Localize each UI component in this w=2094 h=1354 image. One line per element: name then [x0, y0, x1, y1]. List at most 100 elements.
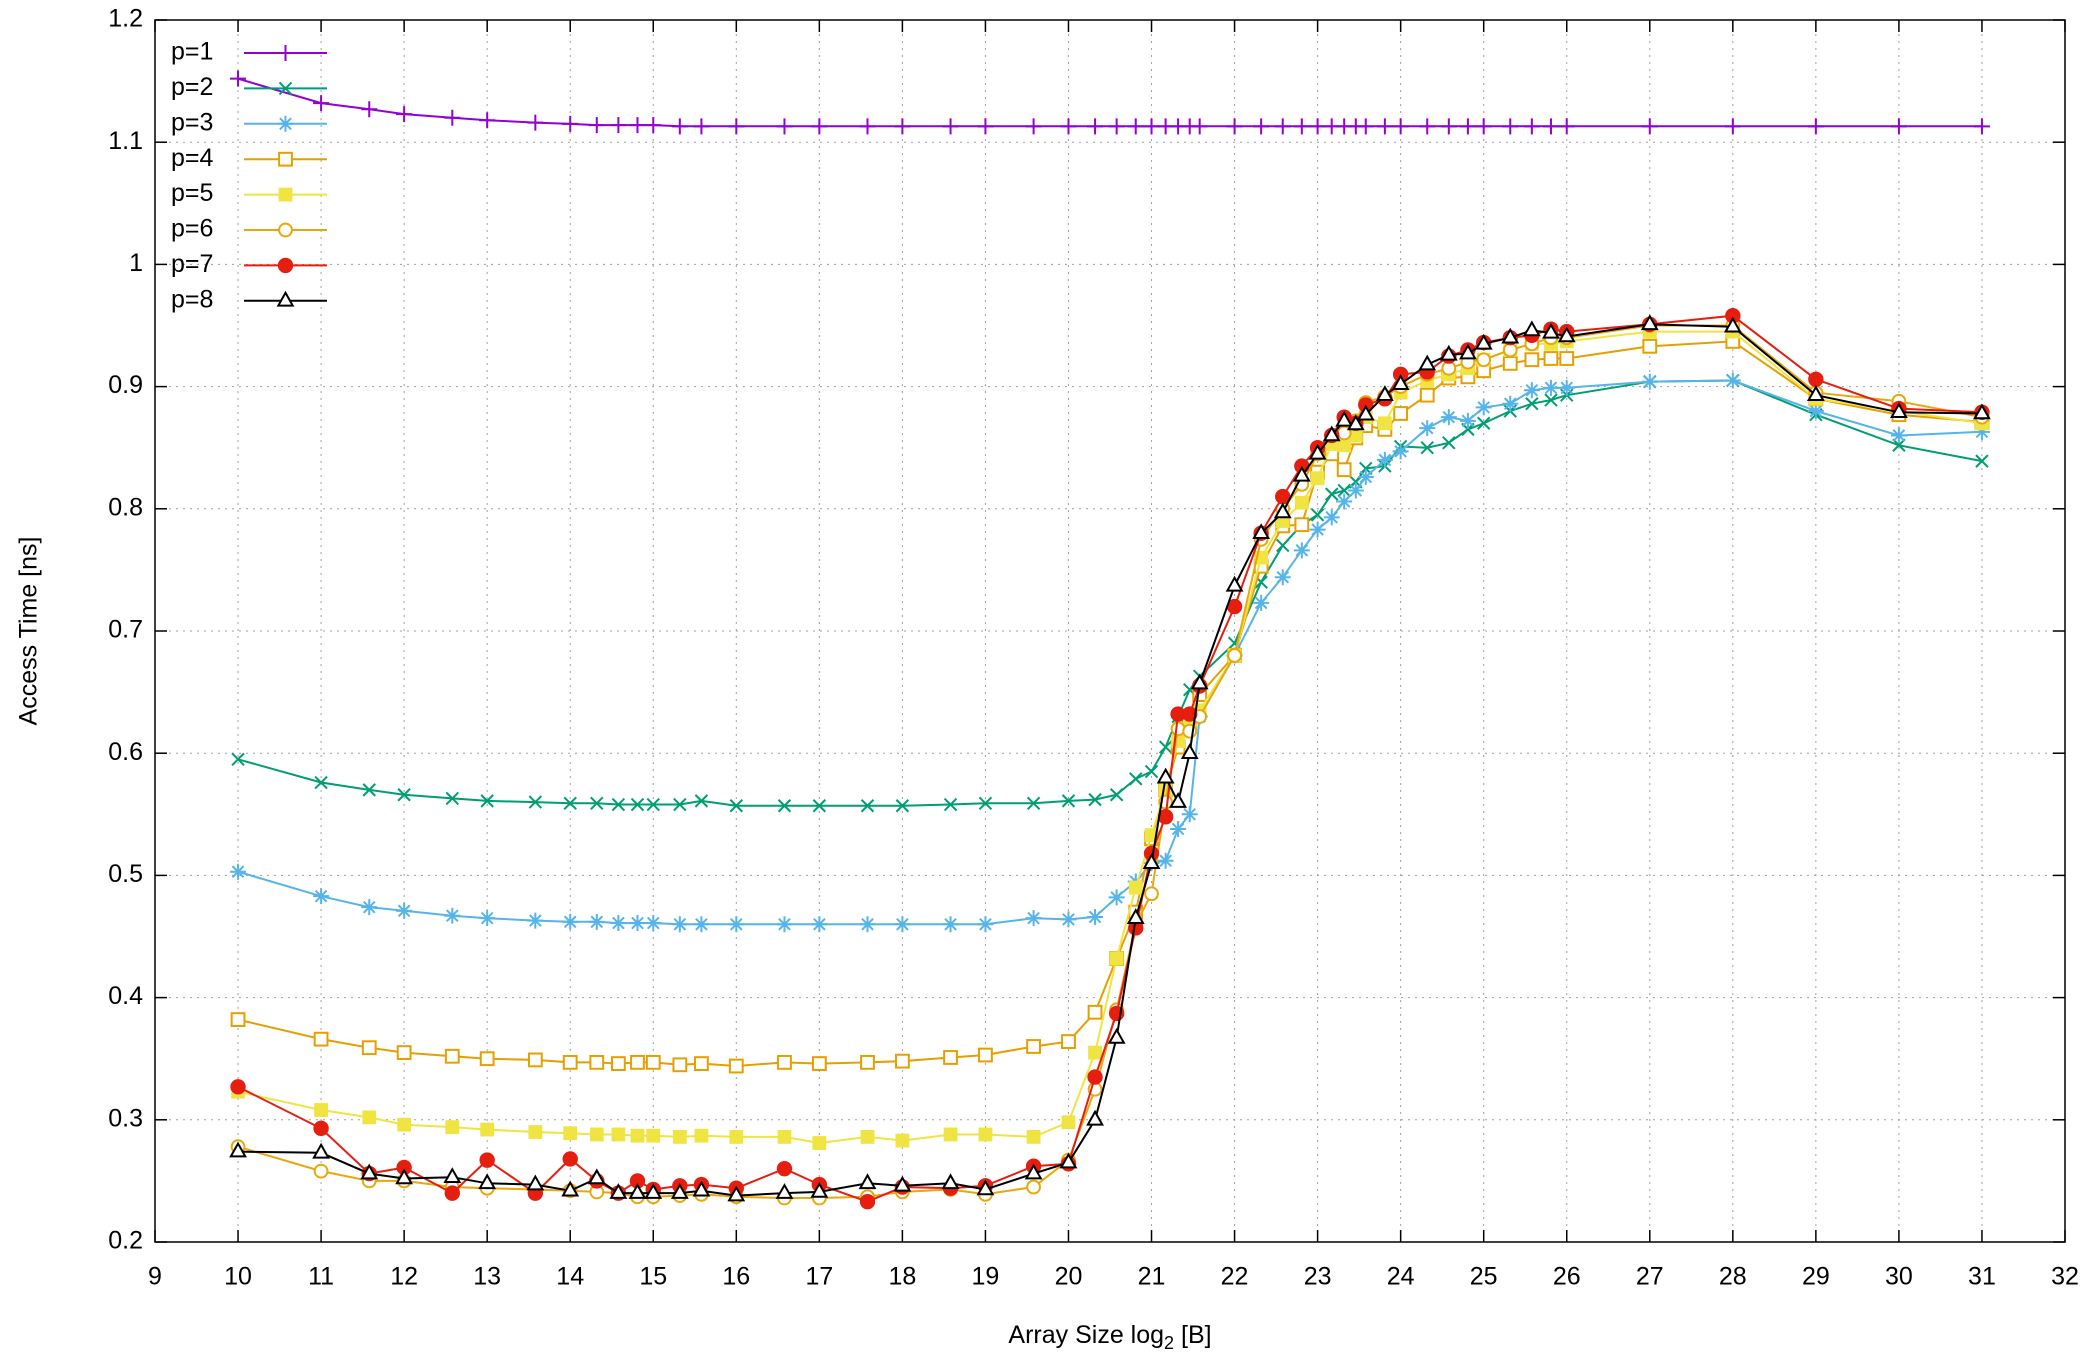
data-point — [610, 117, 627, 134]
data-point — [692, 1180, 711, 1197]
data-point — [776, 118, 793, 135]
data-point — [1026, 796, 1041, 811]
data-point — [362, 783, 376, 797]
series — [230, 318, 1990, 1206]
data-point — [1087, 118, 1104, 135]
data-point — [860, 799, 875, 813]
data-point — [729, 1130, 744, 1144]
data-point — [1641, 118, 1658, 135]
data-point — [941, 1173, 960, 1190]
data-point — [1144, 886, 1159, 902]
data-point — [396, 902, 413, 919]
legend-label: p=1 — [171, 38, 213, 66]
data-point — [397, 788, 411, 802]
data-point — [230, 1079, 246, 1095]
data-point — [1026, 1179, 1041, 1195]
data-point — [528, 1125, 543, 1139]
data-point — [1459, 118, 1476, 135]
data-point — [1523, 118, 1540, 135]
data-point — [1126, 908, 1145, 924]
data-point — [1336, 462, 1352, 478]
data-point — [942, 118, 959, 135]
data-point — [1024, 1163, 1043, 1180]
data-point — [314, 775, 328, 790]
data-point — [630, 1128, 645, 1143]
y-tick-label: 0.7 — [108, 616, 143, 644]
data-point — [1542, 379, 1559, 396]
data-point — [313, 1031, 329, 1047]
data-point — [1325, 487, 1339, 501]
y-tick-label: 0.4 — [108, 982, 143, 1010]
data-point — [480, 794, 494, 808]
data-point — [1524, 352, 1540, 368]
series — [231, 324, 1989, 1150]
data-point — [1142, 853, 1161, 869]
data-point — [444, 1048, 460, 1064]
data-point — [397, 1117, 412, 1132]
data-point — [1459, 343, 1477, 360]
data-point — [976, 1179, 995, 1196]
data-point — [611, 797, 626, 812]
x-tick-label: 19 — [972, 1263, 1000, 1291]
data-point — [1641, 373, 1658, 390]
data-point — [1061, 1115, 1076, 1130]
data-point — [1273, 502, 1292, 519]
data-point — [1346, 414, 1365, 431]
data-point — [1128, 880, 1143, 895]
data-point — [646, 1128, 661, 1143]
data-point — [1129, 772, 1143, 786]
data-point — [1180, 743, 1199, 759]
data-point — [1475, 118, 1492, 135]
legend-marker — [276, 290, 295, 307]
data-point — [670, 1183, 689, 1199]
data-point — [630, 797, 645, 812]
data-point — [645, 117, 662, 134]
data-point — [1087, 1004, 1103, 1020]
data-point — [1376, 118, 1393, 135]
series — [231, 373, 1989, 813]
data-point — [1890, 402, 1908, 419]
data-point — [563, 796, 577, 811]
data-point — [1440, 118, 1457, 135]
data-point — [444, 1185, 460, 1201]
data-point — [1357, 469, 1374, 486]
data-point — [589, 1127, 604, 1142]
data-point — [859, 118, 876, 135]
data-point — [1890, 427, 1907, 444]
data-point — [1558, 379, 1575, 396]
data-point — [978, 796, 993, 811]
data-point — [609, 1183, 628, 1199]
data-point — [1542, 322, 1560, 339]
legend-label: p=5 — [171, 179, 213, 207]
data-point — [860, 1130, 875, 1144]
data-point — [895, 1133, 910, 1148]
data-point — [563, 1126, 578, 1141]
series-line — [237, 77, 1982, 128]
series — [230, 70, 1990, 135]
data-point — [1143, 118, 1160, 135]
series — [230, 372, 1990, 933]
data-point — [588, 117, 605, 134]
data-point — [977, 118, 994, 135]
data-point — [672, 1130, 687, 1144]
x-tick-label: 24 — [1387, 1263, 1415, 1291]
y-tick-label: 0.9 — [108, 371, 143, 399]
data-point — [859, 916, 876, 933]
series-line — [237, 330, 1983, 1145]
data-point — [1059, 1152, 1078, 1169]
data-point — [1336, 493, 1353, 510]
x-tick-label: 17 — [805, 1263, 833, 1291]
data-point — [313, 95, 330, 112]
data-point — [693, 118, 710, 135]
y-tick-label: 0.8 — [108, 493, 143, 521]
x-label-unit: [B] — [1174, 1321, 1212, 1349]
data-point — [978, 1047, 993, 1063]
data-point — [314, 1103, 328, 1117]
x-tick-label: 25 — [1470, 1263, 1498, 1291]
legend-label: p=6 — [171, 215, 213, 243]
x-tick-label: 22 — [1221, 1263, 1249, 1291]
data-point — [728, 916, 745, 933]
data-point — [644, 1183, 663, 1199]
legend-label: p=4 — [171, 144, 214, 172]
data-point — [812, 799, 827, 813]
